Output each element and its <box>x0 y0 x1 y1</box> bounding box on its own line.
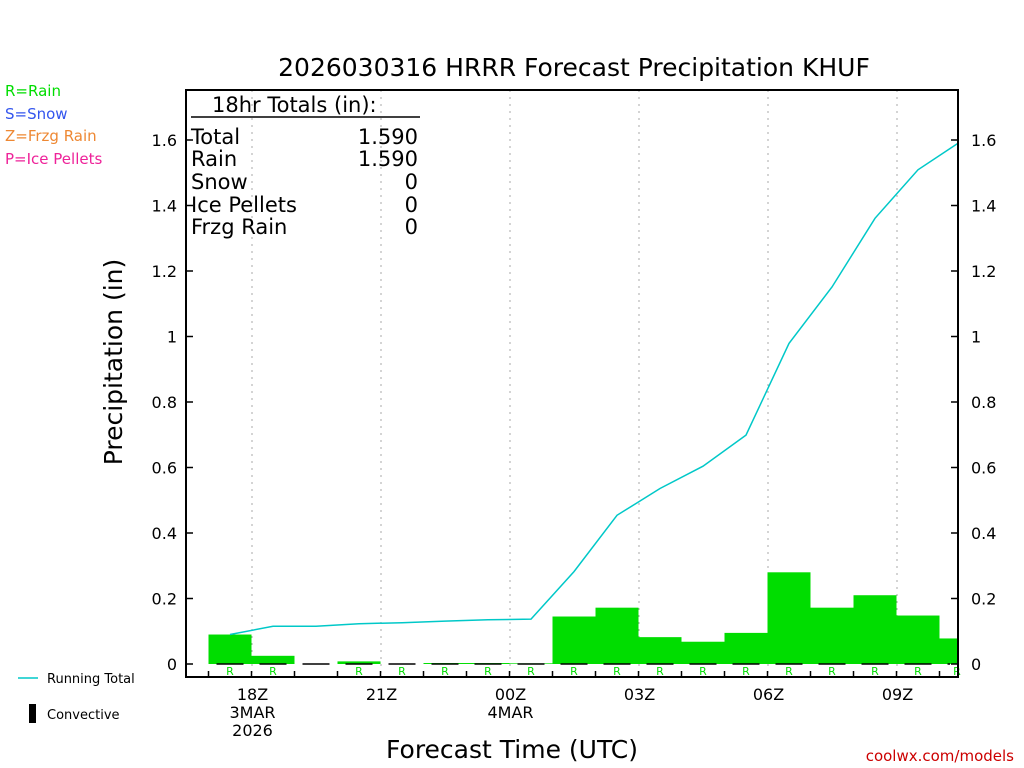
totals-header: 18hr Totals (in): <box>212 93 377 117</box>
y-tick-label-left: 1 <box>167 328 177 347</box>
precip-type-mark: R <box>269 665 277 678</box>
x-tick-label: 03Z <box>624 685 655 704</box>
running-total-line <box>229 142 959 636</box>
y-tick-label-right: 0.8 <box>971 393 996 412</box>
y-tick-label-left: 0.8 <box>152 393 177 412</box>
x-tick-label: 4MAR <box>487 703 533 722</box>
x-tick-label: 18Z <box>237 685 268 704</box>
y-axis-ticks: 0 00.2 0.20.4 0.40.6 0.60.8 0.81 11.2 1.21.4 1.4… <box>152 131 997 674</box>
precip-bar <box>896 615 940 664</box>
precip-type-mark: R <box>742 665 750 678</box>
precip-bar <box>638 637 682 664</box>
precip-bar <box>767 572 811 664</box>
totals-summary: 18hr Totals (in): Total 1.590 Rain 1.590… <box>190 93 420 239</box>
precip-type-mark: R <box>914 665 922 678</box>
precip-type-mark: R <box>527 665 535 678</box>
running-total-key-label: Running Total <box>47 672 135 687</box>
precip-type-mark: R <box>785 665 793 678</box>
precip-type-mark: R <box>828 665 836 678</box>
precip-bar <box>724 632 768 664</box>
totals-frzg-rain-value: 0 <box>405 215 418 239</box>
x-tick-label: 00Z <box>495 685 526 704</box>
precip-bar <box>595 607 639 664</box>
precip-bar <box>251 655 295 664</box>
y-tick-label-left: 1.4 <box>152 197 177 216</box>
precip-type-mark: R <box>570 665 578 678</box>
y-tick-label-left: 0.2 <box>152 590 177 609</box>
y-tick-label-left: 1.2 <box>152 262 177 281</box>
convective-key-swatch <box>29 704 36 723</box>
y-tick-label-right: 1.4 <box>971 197 996 216</box>
y-tick-label-right: 0.2 <box>971 590 996 609</box>
totals-snow-value: 0 <box>405 170 418 194</box>
precip-bar <box>853 595 897 664</box>
legend-ice-pellets: P=Ice Pellets <box>5 150 102 168</box>
x-tick-label: 06Z <box>753 685 784 704</box>
precip-type-mark: R <box>656 665 664 678</box>
credit-text: coolwx.com/models <box>866 747 1014 765</box>
legend-rain: R=Rain <box>5 82 61 100</box>
totals-ice-pellets-value: 0 <box>405 193 418 217</box>
precip-type-mark: R <box>871 665 879 678</box>
precip-type-mark: R <box>441 665 449 678</box>
totals-ice-pellets-label: Ice Pellets <box>191 193 297 217</box>
precip-type-mark: R <box>699 665 707 678</box>
precip-bar <box>681 641 725 664</box>
y-tick-label-left: 1.6 <box>152 131 177 150</box>
convective-key-label: Convective <box>47 708 120 723</box>
y-axis-label: Precipitation (in) <box>99 259 128 466</box>
totals-total-value: 1.590 <box>358 125 418 149</box>
precip-type-mark: R <box>226 665 234 678</box>
precip-bar <box>337 661 381 664</box>
x-axis-label: Forecast Time (UTC) <box>386 735 638 764</box>
y-tick-label-right: 0.6 <box>971 459 996 478</box>
x-tick-label: 09Z <box>882 685 913 704</box>
precip-bar <box>939 638 958 664</box>
precip-bar <box>552 616 596 664</box>
precip-type-legend: R=Rain S=Snow Z=Frzg Rain P=Ice Pellets <box>5 82 102 168</box>
chart-title: 2026030316 HRRR Forecast Precipitation K… <box>278 53 870 82</box>
y-tick-label-right: 1.6 <box>971 131 996 150</box>
y-tick-label-right: 0 <box>971 655 981 674</box>
y-tick-label-right: 1.2 <box>971 262 996 281</box>
plot-frame <box>185 89 959 678</box>
totals-frzg-rain-label: Frzg Rain <box>191 215 287 239</box>
series-key: Running Total Convective <box>18 672 135 723</box>
x-tick-label: 3MAR <box>229 703 275 722</box>
precip-type-mark: R <box>613 665 621 678</box>
precip-bar <box>208 634 252 664</box>
totals-total-label: Total <box>190 125 240 149</box>
bar-series <box>208 572 958 664</box>
precip-type-mark: R <box>484 665 492 678</box>
totals-rain-label: Rain <box>191 147 237 171</box>
y-tick-label-right: 0.4 <box>971 524 996 543</box>
totals-snow-label: Snow <box>191 170 248 194</box>
totals-rain-value: 1.590 <box>358 147 418 171</box>
y-tick-label-right: 1 <box>971 328 981 347</box>
precip-bar <box>810 607 854 664</box>
y-tick-label-left: 0.6 <box>152 459 177 478</box>
legend-frzg-rain: Z=Frzg Rain <box>5 127 97 145</box>
y-tick-label-left: 0 <box>167 655 177 674</box>
y-tick-label-left: 0.4 <box>152 524 177 543</box>
x-tick-label: 21Z <box>366 685 397 704</box>
precip-type-mark: R <box>355 665 363 678</box>
x-tick-label: 2026 <box>232 721 273 740</box>
precip-type-mark: R <box>398 665 406 678</box>
legend-snow: S=Snow <box>5 105 68 123</box>
